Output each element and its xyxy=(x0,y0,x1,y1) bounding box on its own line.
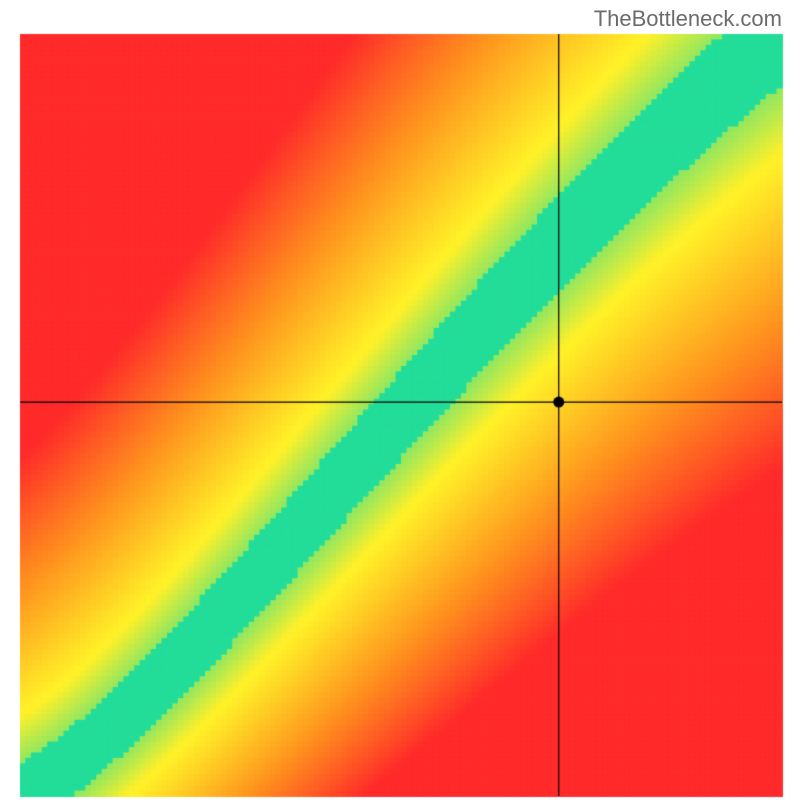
bottleneck-heatmap xyxy=(0,0,800,800)
chart-container: TheBottleneck.com xyxy=(0,0,800,800)
watermark-label: TheBottleneck.com xyxy=(594,6,782,32)
